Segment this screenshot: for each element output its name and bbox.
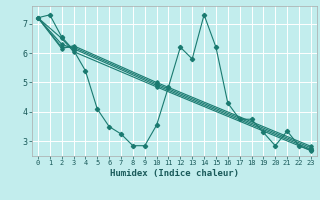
X-axis label: Humidex (Indice chaleur): Humidex (Indice chaleur) <box>110 169 239 178</box>
